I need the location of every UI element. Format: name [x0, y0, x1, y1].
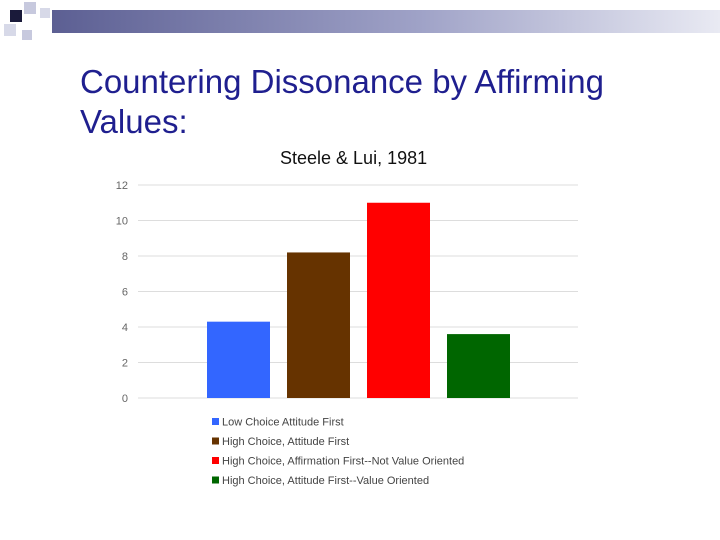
legend-swatch — [212, 437, 219, 445]
legend-label: High Choice, Affirmation First--Not Valu… — [222, 456, 464, 468]
y-tick-label: 4 — [122, 322, 128, 334]
legend-label: High Choice, Attitude First — [222, 436, 349, 448]
bar — [367, 202, 430, 398]
title-accent-bar — [52, 10, 720, 33]
legend-swatch — [212, 418, 219, 425]
legend-swatch — [212, 457, 219, 464]
decorative-square — [24, 2, 36, 14]
legend-label: Low Choice Attitude First — [222, 417, 344, 429]
decorative-square — [22, 30, 32, 40]
slide-subtitle: Steele & Lui, 1981 — [280, 148, 428, 168]
decorative-square — [4, 24, 16, 36]
decorative-square — [40, 8, 50, 18]
y-tick-label: 0 — [122, 393, 128, 405]
y-tick-label: 8 — [122, 251, 128, 263]
bar — [287, 252, 350, 398]
legend-swatch — [212, 476, 219, 484]
y-tick-label: 10 — [116, 216, 128, 228]
bar — [447, 334, 510, 398]
legend-label: High Choice, Attitude First--Value Orien… — [222, 475, 429, 487]
y-tick-label: 2 — [122, 358, 128, 370]
y-tick-label: 12 — [116, 180, 128, 192]
bar — [207, 321, 270, 398]
decorative-square — [10, 10, 22, 22]
y-tick-label: 6 — [122, 287, 128, 299]
slide-title: Countering Dissonance by Affirming Value… — [80, 63, 605, 140]
